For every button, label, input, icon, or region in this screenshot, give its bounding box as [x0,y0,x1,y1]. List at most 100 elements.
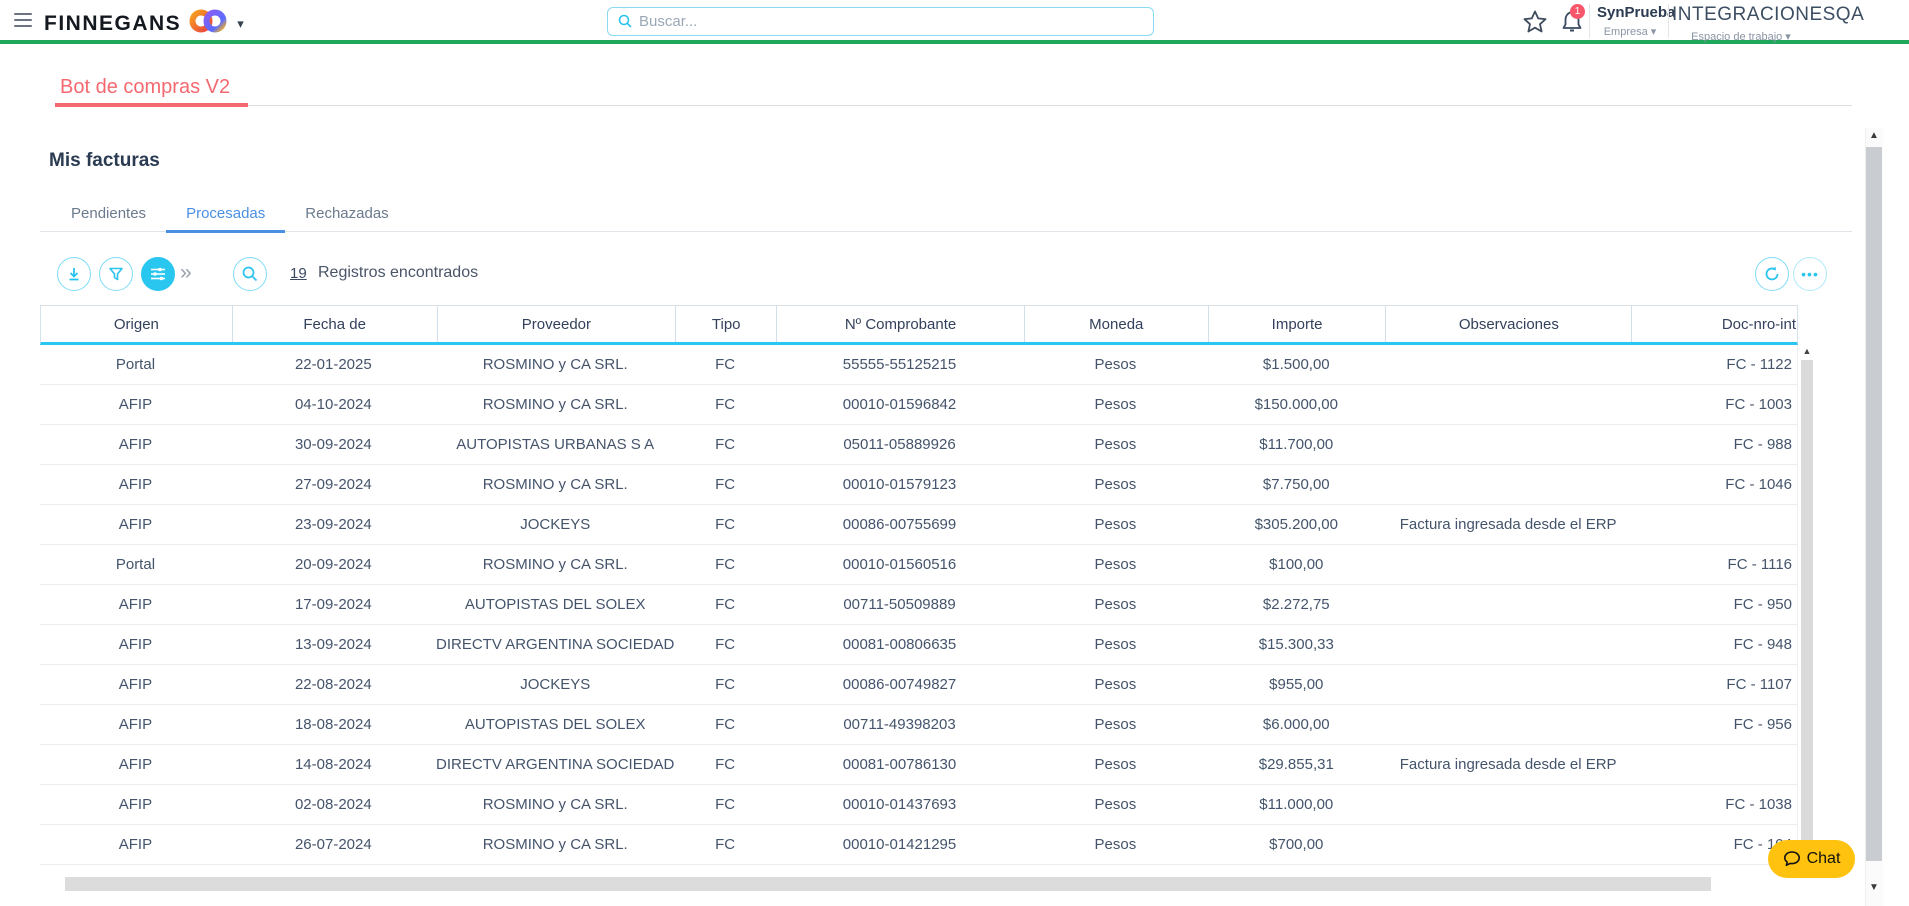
col-origen[interactable]: Origen [41,306,232,342]
cell-proveedor: AUTOPISTAS URBANAS S A [436,425,675,464]
table-scroll-up-icon[interactable]: ▲ [1800,346,1814,356]
horizontal-scrollbar-thumb[interactable] [65,877,1711,891]
cell-proveedor: JOCKEYS [436,665,675,704]
cell-importe: $11.700,00 [1207,425,1385,464]
table-search-button[interactable] [233,257,267,291]
tab-pendientes[interactable]: Pendientes [51,200,166,231]
cell-proveedor: ROSMINO y CA SRL. [436,385,675,424]
page-scroll-down-icon[interactable]: ▼ [1865,882,1883,893]
page-scrollbar-thumb[interactable] [1866,147,1882,861]
workspace-tab-bar: Bot de compras V2 [0,48,1909,108]
workspace-tab-underline [55,103,248,107]
cell-comprobante: 00010-01421295 [776,825,1024,864]
cell-doc-nro-int: FC - 988 [1631,425,1797,464]
global-search[interactable] [607,7,1154,36]
cell-observaciones [1385,385,1631,424]
company-selector[interactable]: SynPrueba Empresa ▾ [1597,4,1663,38]
cell-comprobante: 00086-00755699 [776,505,1024,544]
table-row[interactable]: AFIP26-07-2024ROSMINO y CA SRL.FC00010-0… [40,825,1797,865]
col-comprobante[interactable]: Nº Comprobante [776,306,1024,342]
cell-tipo: FC [675,705,776,744]
col-proveedor[interactable]: Proveedor [437,306,676,342]
workspace-tab-baseline [248,105,1852,106]
cell-comprobante: 00010-01579123 [776,465,1024,504]
cell-importe: $2.272,75 [1207,585,1385,624]
cell-tipo: FC [675,345,776,384]
cell-importe: $700,00 [1207,825,1385,864]
table-row[interactable]: AFIP30-09-2024AUTOPISTAS URBANAS S AFC05… [40,425,1797,465]
cell-observaciones [1385,345,1631,384]
cell-proveedor: AUTOPISTAS DEL SOLEX [436,585,675,624]
cell-tipo: FC [675,465,776,504]
cell-fecha: 22-08-2024 [231,665,436,704]
col-moneda[interactable]: Moneda [1024,306,1208,342]
app-window: FINNEGANS ▾ [0,0,1909,906]
magnifier-icon [241,265,259,283]
table-row[interactable]: AFIP04-10-2024ROSMINO y CA SRL.FC00010-0… [40,385,1797,425]
table-row[interactable]: AFIP13-09-2024DIRECTV ARGENTINA SOCIEDAD… [40,625,1797,665]
cell-comprobante: 00086-00749827 [776,665,1024,704]
cell-fecha: 17-09-2024 [231,585,436,624]
table-row[interactable]: Portal22-01-2025ROSMINO y CA SRL.FC55555… [40,345,1797,385]
cell-origen: AFIP [40,625,231,664]
cell-moneda: Pesos [1023,425,1207,464]
brand-caret-icon[interactable]: ▾ [237,16,244,32]
table-row[interactable]: AFIP22-08-2024JOCKEYSFC00086-00749827Pes… [40,665,1797,705]
cell-comprobante: 55555-55125215 [776,345,1024,384]
cell-comprobante: 00010-01437693 [776,785,1024,824]
sliders-icon [149,265,167,283]
cell-moneda: Pesos [1023,585,1207,624]
brand[interactable]: FINNEGANS ▾ [44,8,244,39]
col-doc-nro-int[interactable]: Doc-nro-int [1631,306,1797,342]
cell-proveedor: DIRECTV ARGENTINA SOCIEDAD [436,625,675,664]
cell-origen: AFIP [40,585,231,624]
view-settings-button[interactable] [141,257,175,291]
col-observaciones[interactable]: Observaciones [1385,306,1631,342]
menu-icon[interactable] [14,13,32,27]
table-row[interactable]: AFIP27-09-2024ROSMINO y CA SRL.FC00010-0… [40,465,1797,505]
cell-fecha: 04-10-2024 [231,385,436,424]
tab-procesadas[interactable]: Procesadas [166,200,285,231]
more-options-button[interactable]: ••• [1793,257,1827,291]
filter-button[interactable] [99,257,133,291]
expand-tools-icon[interactable]: » [180,261,190,285]
col-fecha[interactable]: Fecha de [232,306,437,342]
workspace-tab-bot-de-compras[interactable]: Bot de compras V2 [60,76,230,99]
workspace-selector[interactable]: INTEGRACIONESQA Espacio de trabajo ▾ [1672,4,1810,43]
chat-button[interactable]: Chat [1768,840,1855,878]
table-scrollbar-thumb[interactable] [1801,360,1813,860]
cell-tipo: FC [675,785,776,824]
refresh-button[interactable] [1755,257,1789,291]
cell-origen: AFIP [40,505,231,544]
cell-tipo: FC [675,665,776,704]
table-row[interactable]: AFIP02-08-2024ROSMINO y CA SRL.FC00010-0… [40,785,1797,825]
table-row[interactable]: Portal20-09-2024ROSMINO y CA SRL.FC00010… [40,545,1797,585]
cell-importe: $7.750,00 [1207,465,1385,504]
cell-fecha: 20-09-2024 [231,545,436,584]
cell-comprobante: 00010-01560516 [776,545,1024,584]
col-tipo[interactable]: Tipo [675,306,776,342]
tab-rechazadas[interactable]: Rechazadas [285,200,408,231]
cell-fecha: 02-08-2024 [231,785,436,824]
table-row[interactable]: AFIP17-09-2024AUTOPISTAS DEL SOLEXFC0071… [40,585,1797,625]
brand-logo-icon [188,8,228,39]
table-row[interactable]: AFIP23-09-2024JOCKEYSFC00086-00755699Pes… [40,505,1797,545]
records-count[interactable]: 19 [290,265,307,282]
table-row[interactable]: AFIP14-08-2024DIRECTV ARGENTINA SOCIEDAD… [40,745,1797,785]
topbar-divider [1589,4,1590,38]
favorite-star-icon[interactable] [1522,9,1548,40]
col-importe[interactable]: Importe [1208,306,1386,342]
cell-tipo: FC [675,825,776,864]
horizontal-scrollbar[interactable] [40,876,1798,892]
search-input[interactable] [639,13,1153,30]
table-row[interactable]: AFIP18-08-2024AUTOPISTAS DEL SOLEXFC0071… [40,705,1797,745]
cell-moneda: Pesos [1023,745,1207,784]
filter-funnel-icon [108,266,124,282]
company-label: Empresa ▾ [1597,25,1663,38]
invoices-table: OrigenFecha deProveedorTipoNº Comprobant… [40,305,1798,865]
cell-fecha: 23-09-2024 [231,505,436,544]
cell-origen: AFIP [40,745,231,784]
cell-fecha: 14-08-2024 [231,745,436,784]
page-scroll-up-icon[interactable]: ▲ [1865,130,1883,141]
download-button[interactable] [57,257,91,291]
